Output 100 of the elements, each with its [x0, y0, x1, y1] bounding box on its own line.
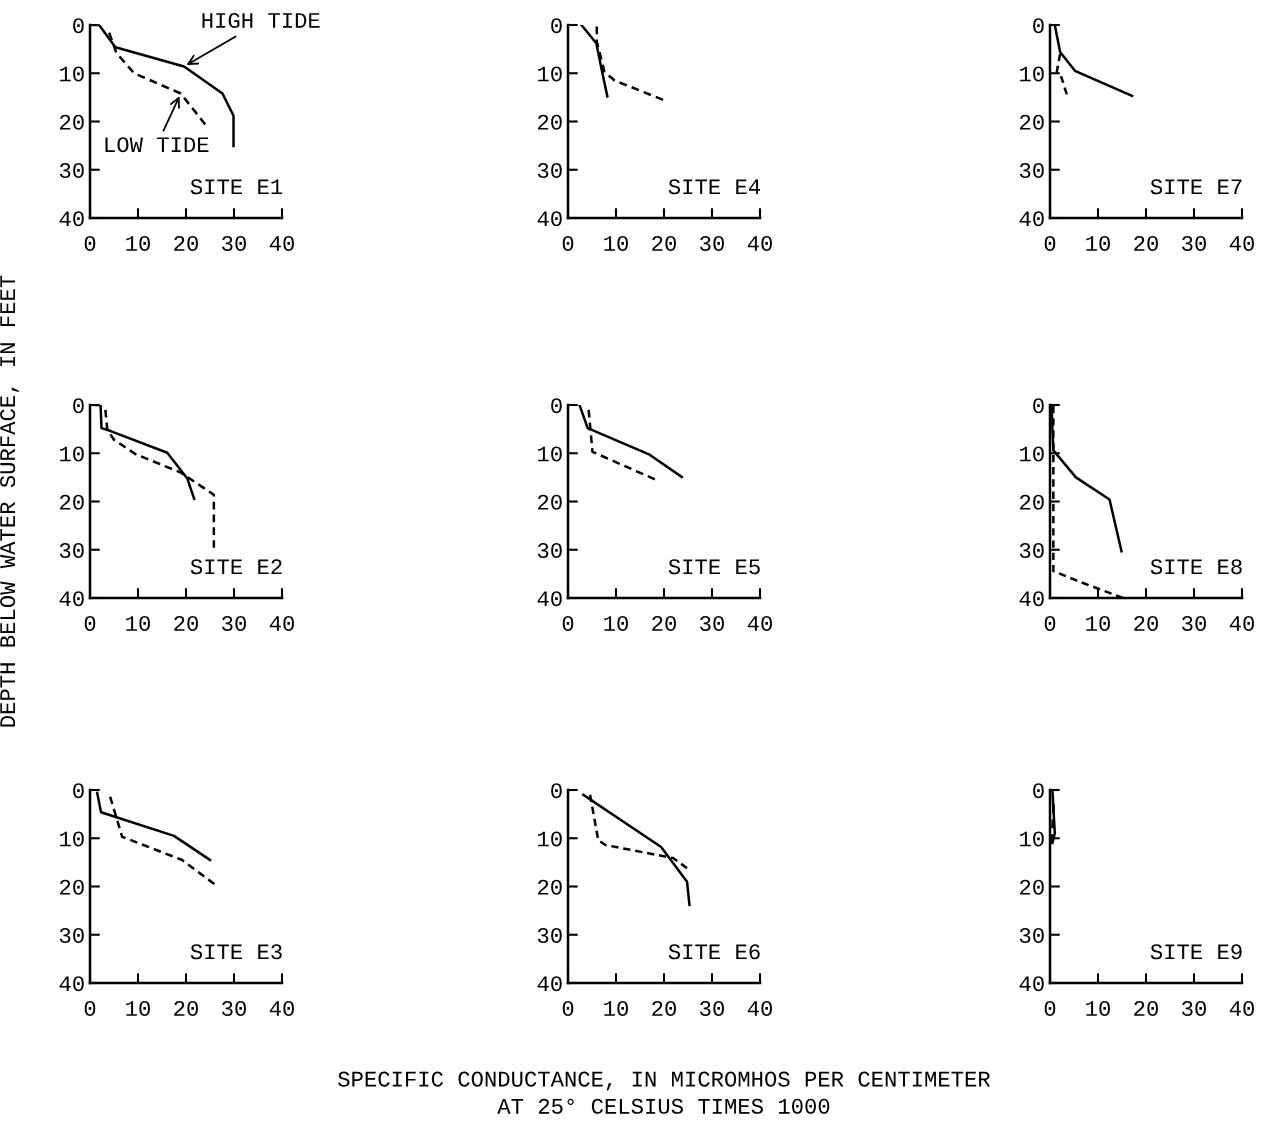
x-tick-label: 20	[652, 235, 676, 251]
y-tick-label: 40	[59, 976, 84, 992]
x-tick-label: 20	[1134, 1000, 1158, 1016]
x-tick-label: 0	[84, 235, 96, 251]
y-tick-label: 0	[551, 783, 562, 799]
x-tick-label: 40	[747, 1000, 772, 1016]
y-tick-label: 20	[60, 114, 84, 130]
y-axis-title: DEPTH BELOW WATER SURFACE, IN FEET	[0, 275, 19, 727]
y-tick-label: 20	[538, 494, 562, 510]
x-tick-label: 30	[222, 1000, 246, 1016]
y-tick-label: 40	[537, 211, 562, 227]
x-tick-label: 40	[269, 235, 294, 251]
x-tick-label: 10	[1086, 235, 1110, 251]
y-tick-label: 40	[537, 591, 562, 607]
y-tick-label: 0	[1033, 783, 1044, 799]
y-tick-label: 40	[59, 591, 84, 607]
x-tick-label: 20	[1134, 615, 1158, 631]
x-tick-label: 40	[269, 615, 294, 631]
y-tick-label: 30	[59, 162, 84, 179]
y-tick-label: 20	[538, 879, 562, 895]
x-tick-label: 0	[562, 235, 574, 251]
y-tick-label: 40	[59, 211, 84, 227]
y-tick-label: 10	[538, 831, 562, 847]
y-tick-label: 40	[1019, 211, 1044, 227]
y-tick-label: 20	[60, 879, 84, 895]
x-tick-label: 30	[1182, 235, 1206, 251]
x-tick-label: 10	[1086, 1000, 1110, 1016]
x-tick-label: 10	[126, 235, 150, 251]
x-tick-label: 40	[1229, 1000, 1254, 1016]
text: SITE E7	[1150, 179, 1242, 195]
x-tick-label: 0	[1044, 615, 1056, 631]
y-tick-label: 10	[1020, 66, 1044, 82]
x-tick-label: 20	[652, 615, 676, 631]
x-tick-label: 30	[700, 235, 724, 251]
text: SITE E8	[1150, 559, 1242, 575]
x-tick-label: 20	[652, 1000, 676, 1016]
x-tick-label: 10	[604, 1000, 628, 1016]
x-tick-label: 0	[562, 615, 574, 631]
y-tick-label: 30	[59, 927, 84, 944]
x-tick-label: 40	[1229, 615, 1254, 631]
y-tick-label: 10	[538, 446, 562, 462]
annotation: HIGH TIDE	[202, 12, 320, 29]
text: SITE E9	[1150, 944, 1242, 960]
y-tick-label: 0	[73, 783, 84, 799]
y-tick-label: 20	[1020, 114, 1044, 130]
x-tick-label: 0	[1044, 235, 1056, 251]
x-tick-label: 10	[1086, 615, 1110, 631]
y-tick-label: 20	[1020, 494, 1044, 510]
text: SITE E3	[190, 944, 282, 960]
y-tick-label: 30	[1019, 927, 1044, 944]
x-tick-label: 10	[126, 615, 150, 631]
x-tick-label: 20	[174, 1000, 198, 1016]
y-tick-label: 10	[1020, 831, 1044, 847]
y-tick-label: 0	[73, 18, 84, 34]
y-tick-label: 30	[537, 542, 562, 559]
y-tick-label: 0	[1033, 18, 1044, 34]
y-tick-label: 0	[1033, 398, 1044, 414]
x-tick-label: 10	[126, 1000, 150, 1016]
y-tick-label: 40	[537, 976, 562, 992]
text: SITE E6	[668, 944, 760, 960]
x-tick-label: 0	[562, 1000, 574, 1016]
text: SITE E5	[668, 559, 760, 575]
x-tick-label: 0	[84, 615, 96, 631]
x-tick-label: 40	[747, 235, 772, 251]
y-tick-label: 10	[538, 66, 562, 82]
y-tick-label: 0	[551, 18, 562, 34]
y-tick-label: 0	[551, 398, 562, 414]
y-tick-label: 40	[1019, 976, 1044, 992]
x-tick-label: 20	[1134, 235, 1158, 251]
x-tick-label: 30	[700, 615, 724, 631]
y-tick-label: 0	[73, 398, 84, 414]
x-tick-label: 30	[222, 235, 246, 251]
x-tick-label: 30	[1182, 1000, 1206, 1016]
x-tick-label: 30	[222, 615, 246, 631]
annotation: LOW TIDE	[105, 137, 209, 153]
x-tick-label: 40	[269, 1000, 294, 1016]
y-tick-label: 20	[1020, 879, 1044, 895]
y-tick-label: 10	[60, 66, 84, 82]
x-tick-label: 0	[1044, 1000, 1056, 1016]
text: SITE E1	[190, 179, 283, 195]
x-axis-title: SPECIFIC CONDUCTANCE, IN MICROMHOS PER CENTIMETER AT 25° CELSIUS TIMES 1000	[338, 1071, 991, 1114]
x-tick-label: 10	[604, 615, 628, 631]
y-tick-label: 30	[537, 927, 562, 944]
y-tick-label: 10	[60, 831, 84, 847]
y-tick-label: 20	[60, 494, 84, 510]
x-tick-label: 0	[84, 1000, 96, 1016]
y-tick-label: 40	[1019, 591, 1044, 607]
y-tick-label: 20	[538, 114, 562, 130]
y-tick-label: 30	[537, 162, 562, 179]
y-tick-label: 30	[59, 542, 84, 559]
x-tick-label: 30	[1182, 615, 1206, 631]
x-tick-label: 40	[1229, 235, 1254, 251]
text: SITE E2	[190, 559, 282, 575]
x-tick-label: 40	[747, 615, 772, 631]
text: SITE E4	[668, 179, 761, 195]
y-tick-label: 10	[1020, 446, 1044, 462]
x-tick-label: 30	[700, 1000, 724, 1016]
x-tick-label: 20	[174, 235, 198, 251]
x-tick-label: 20	[174, 615, 198, 631]
y-tick-label: 30	[1019, 542, 1044, 559]
